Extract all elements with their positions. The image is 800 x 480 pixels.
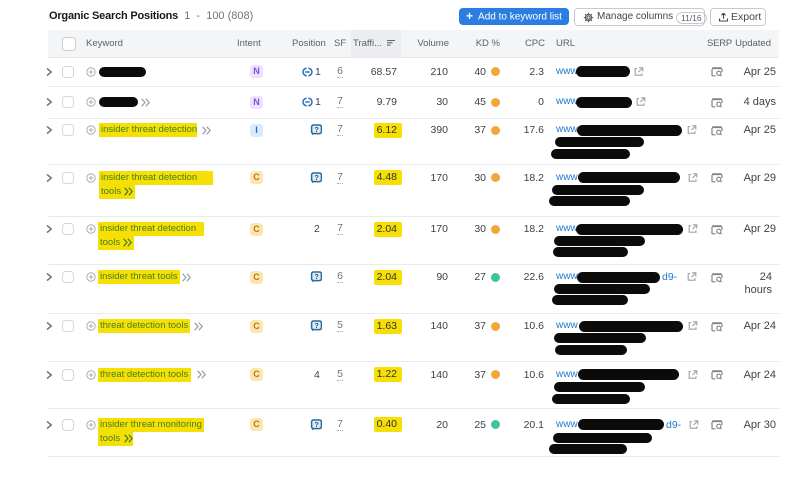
svg-text:?: ? [314,127,318,134]
svg-text:?: ? [314,174,318,181]
svg-text:?: ? [314,323,318,330]
svg-text:?: ? [314,274,318,281]
svg-text:?: ? [314,421,318,428]
